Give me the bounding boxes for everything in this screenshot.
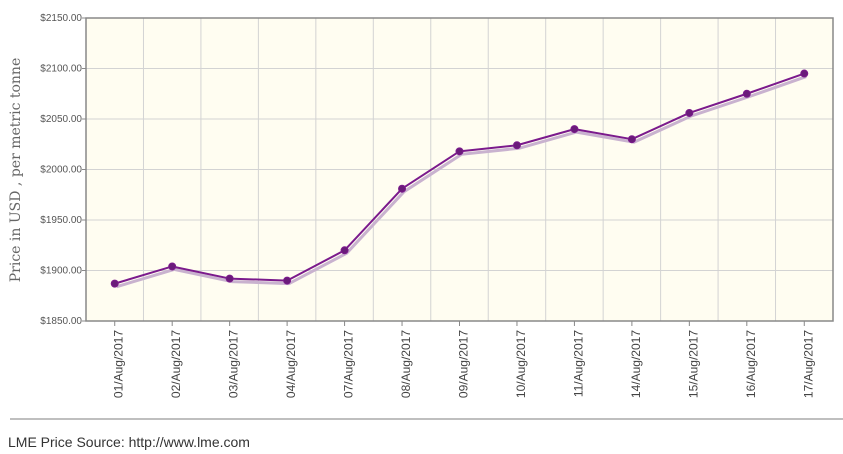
data-point[interactable] [800, 69, 809, 78]
plot-border [85, 17, 834, 322]
data-point[interactable] [340, 246, 349, 255]
x-tick-label: 10/Aug/2017 [514, 330, 528, 398]
data-point[interactable] [570, 125, 579, 134]
x-tick-label: 07/Aug/2017 [342, 330, 356, 398]
x-tick-label: 01/Aug/2017 [112, 330, 126, 398]
data-point[interactable] [283, 276, 292, 285]
data-point[interactable] [110, 279, 119, 288]
y-tick-label: $2050.00 [40, 114, 82, 125]
data-point[interactable] [225, 274, 234, 283]
data-point[interactable] [455, 147, 464, 156]
x-tick-label: 11/Aug/2017 [571, 330, 585, 397]
y-tick-label: $1950.00 [40, 215, 82, 226]
data-point[interactable] [627, 135, 636, 144]
data-point[interactable] [168, 262, 177, 271]
y-tick-label: $1900.00 [40, 266, 82, 277]
x-tick-label: 14/Aug/2017 [629, 330, 643, 398]
x-tick-label: 09/Aug/2017 [457, 330, 471, 398]
y-tick-labels: $1850.00 $1900.00 $1950.00 $2000.00 $2050.00… [40, 13, 82, 327]
x-tick-label: 17/Aug/2017 [801, 330, 815, 398]
x-tick-label: 03/Aug/2017 [227, 330, 241, 398]
data-point[interactable] [398, 184, 407, 193]
x-tick-label: 02/Aug/2017 [169, 330, 183, 398]
data-point[interactable] [685, 108, 694, 117]
x-tick-label: 08/Aug/2017 [399, 330, 413, 398]
data-point[interactable] [742, 89, 751, 98]
y-tick-label: $2150.00 [40, 13, 82, 24]
x-tick-label: 04/Aug/2017 [284, 330, 298, 398]
data-point[interactable] [512, 141, 521, 150]
x-tick-label: 16/Aug/2017 [744, 330, 758, 398]
x-tick-labels: 01/Aug/2017 02/Aug/2017 03/Aug/2017 04/Aug/… [112, 330, 816, 398]
x-tick-label: 15/Aug/2017 [686, 330, 700, 398]
y-tick-label: $2000.00 [40, 165, 82, 176]
y-axis-label: Price in USD , per metric tonne [8, 58, 24, 283]
y-tick-label: $2100.00 [40, 64, 82, 75]
grid-lines [82, 17, 833, 326]
y-tick-label: $1850.00 [40, 316, 82, 327]
source-footer: LME Price Source: http://www.lme.com [8, 434, 250, 450]
series-layer [110, 69, 809, 289]
